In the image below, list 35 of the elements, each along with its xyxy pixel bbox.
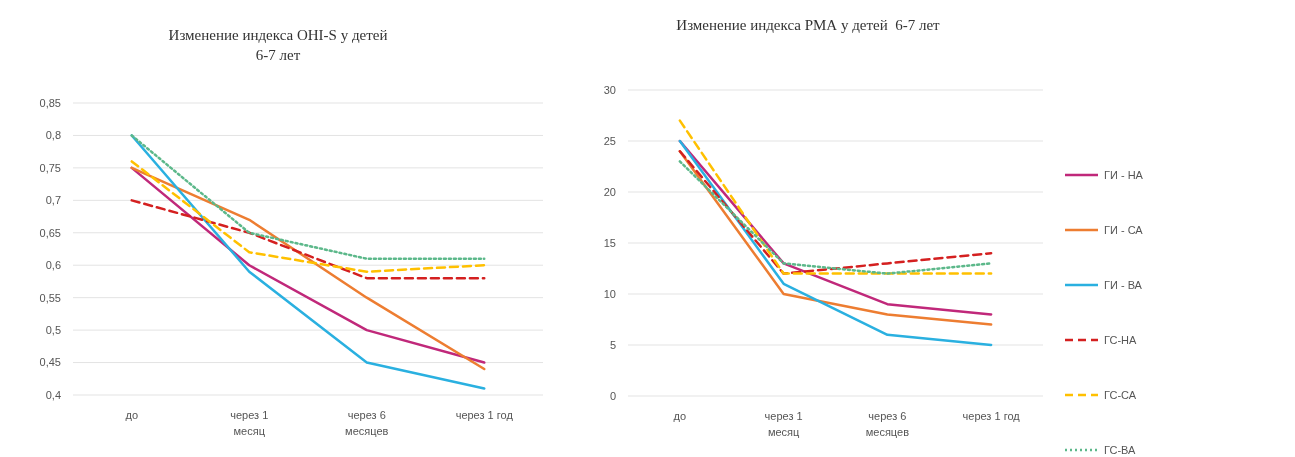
- legend-label: ГИ - ВА: [1104, 278, 1143, 291]
- y-tick-label: 0,85: [39, 96, 61, 109]
- chart-title: Изменение индекса OHI-S у детей 6-7 лет: [168, 27, 388, 63]
- y-tick-label: 30: [603, 83, 616, 96]
- line-series: [130, 160, 486, 273]
- y-tick-label: 0,6: [45, 259, 61, 272]
- chart-title: Изменение индекса РМА у детей 6-7 лет: [676, 17, 941, 33]
- legend-label: ГС-НА: [1104, 333, 1138, 346]
- legend-label: ГИ - НА: [1104, 168, 1144, 181]
- legend-label: ГС-ВА: [1104, 443, 1137, 456]
- x-tick-label: через 1 месяц: [764, 410, 803, 438]
- y-tick-label: 0,4: [45, 388, 61, 401]
- y-tick-label: 0,75: [39, 161, 61, 174]
- y-tick-label: 0,7: [45, 194, 61, 207]
- x-tick-label: до: [673, 410, 687, 422]
- legend-label: ГС-СА: [1104, 388, 1137, 401]
- y-tick-label: 0: [609, 389, 616, 402]
- line-series: [130, 134, 486, 390]
- y-tick-label: 5: [609, 338, 616, 351]
- x-tick-label: до: [125, 409, 139, 421]
- y-tick-label: 15: [603, 236, 616, 249]
- x-tick-label: через 6 месяцев: [865, 410, 910, 438]
- x-tick-label: через 1 год: [455, 409, 514, 421]
- y-tick-label: 0,55: [39, 291, 61, 304]
- x-tick-label: через 6 месяцев: [345, 409, 389, 437]
- x-tick-label: через 1 год: [962, 410, 1021, 422]
- y-tick-label: 0,8: [45, 129, 61, 142]
- y-tick-label: 25: [603, 134, 616, 147]
- y-tick-label: 20: [603, 185, 616, 198]
- y-tick-label: 0,45: [39, 356, 61, 369]
- legend-label: ГИ - СА: [1104, 223, 1144, 236]
- x-tick-label: через 1 месяц: [230, 409, 269, 437]
- y-tick-label: 0,65: [39, 226, 61, 239]
- y-tick-label: 0,5: [45, 323, 61, 336]
- y-tick-label: 10: [603, 287, 616, 300]
